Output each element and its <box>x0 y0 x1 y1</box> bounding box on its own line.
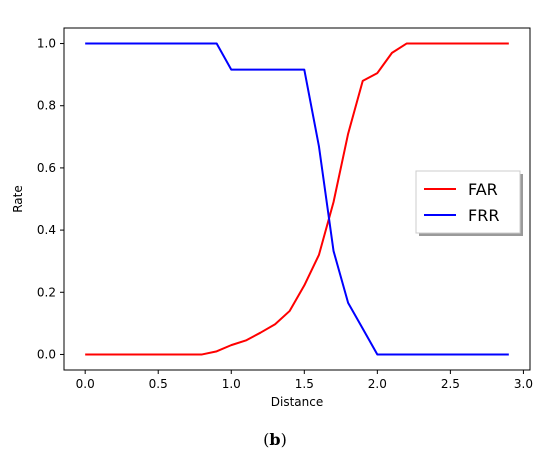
x-tick-label: 3.0 <box>514 377 533 391</box>
y-tick-label: 1.0 <box>37 37 56 51</box>
legend-label-frr: FRR <box>468 206 499 225</box>
plot-area-frame <box>63 27 531 371</box>
series-line-frr <box>85 42 509 356</box>
y-tick-label: 0.4 <box>37 223 56 237</box>
x-tick-label: 0.0 <box>76 377 95 391</box>
legend-label-far: FAR <box>468 180 498 199</box>
x-axis-label: Distance <box>271 395 323 409</box>
legend: FAR FRR <box>415 170 523 236</box>
figure-caption: (b) <box>0 430 550 449</box>
y-tick-label: 0.2 <box>37 285 56 299</box>
y-tick-label: 0.8 <box>37 99 56 113</box>
legend-box <box>415 170 521 234</box>
x-tick-label: 0.5 <box>149 377 168 391</box>
line-chart: 0.0 0.5 1.0 1.5 2.0 2.5 3.0 0.0 0.2 0.4 0.6 0.8 1.0… <box>11 27 533 409</box>
series-layer <box>85 42 509 356</box>
x-tick-label: 2.5 <box>441 377 460 391</box>
x-tick-label: 1.5 <box>295 377 314 391</box>
caption-letter: b <box>269 430 281 449</box>
series-line-far <box>85 42 509 356</box>
y-axis-label: Rate <box>11 185 25 213</box>
caption-open-paren: ( <box>263 430 270 449</box>
y-tick-label: 0.6 <box>37 161 56 175</box>
y-axis-ticks: 0.0 0.2 0.4 0.6 0.8 1.0 <box>37 37 64 361</box>
x-axis-ticks: 0.0 0.5 1.0 1.5 2.0 2.5 3.0 <box>76 370 533 391</box>
x-tick-label: 2.0 <box>368 377 387 391</box>
caption-close-paren: ) <box>280 430 287 449</box>
x-tick-label: 1.0 <box>222 377 241 391</box>
y-tick-label: 0.0 <box>37 347 56 361</box>
